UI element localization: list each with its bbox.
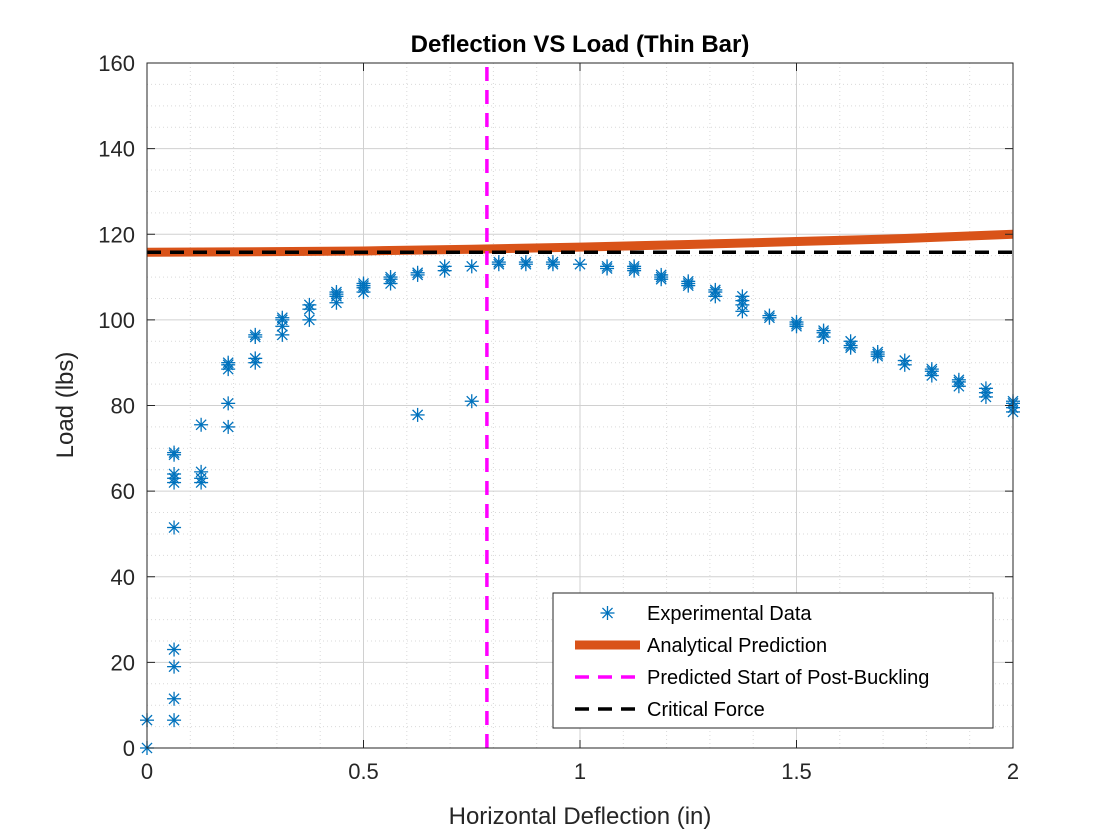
data-point <box>167 445 182 460</box>
data-point <box>167 713 182 728</box>
x-tick-label: 1 <box>574 759 586 784</box>
data-point <box>789 315 804 330</box>
data-point <box>167 691 182 706</box>
legend-entry-label: Analytical Prediction <box>647 635 827 657</box>
data-point <box>600 259 615 274</box>
y-tick-label: 160 <box>98 51 135 76</box>
data-point <box>383 270 398 285</box>
data-point <box>275 310 290 325</box>
y-tick-label: 140 <box>98 137 135 162</box>
legend-entry-label: Experimental Data <box>647 603 812 625</box>
x-axis-label: Horizontal Deflection (in) <box>449 803 712 830</box>
data-point <box>762 308 777 323</box>
x-tick-label: 0 <box>141 759 153 784</box>
axis-ticks <box>146 62 1014 749</box>
data-point <box>708 282 723 297</box>
data-point <box>410 265 425 280</box>
series-layer <box>140 63 1020 755</box>
legend-marker-experimental-data <box>600 606 615 620</box>
x-tick-label: 1.5 <box>781 759 812 784</box>
data-point <box>167 659 182 674</box>
data-point <box>464 394 479 409</box>
y-tick-label: 20 <box>111 650 135 675</box>
data-point <box>897 353 912 368</box>
data-point <box>329 285 344 300</box>
legend-entry-label: Critical Force <box>647 699 765 721</box>
legend-box <box>552 592 994 729</box>
data-point <box>194 464 209 479</box>
data-point <box>816 323 831 338</box>
y-tick-label: 60 <box>111 479 135 504</box>
data-point <box>437 259 452 274</box>
data-point <box>194 417 209 432</box>
data-point <box>167 642 182 657</box>
legend: Experimental Data Analytical Prediction Pr… <box>552 592 994 729</box>
data-point <box>924 362 939 377</box>
series-experimental-data <box>140 255 1020 755</box>
data-point <box>464 259 479 274</box>
data-point <box>221 396 236 411</box>
data-point <box>410 407 425 422</box>
y-tick-label: 120 <box>98 222 135 247</box>
data-point <box>221 419 236 434</box>
chart-title: Deflection VS Load (Thin Bar) <box>411 31 750 58</box>
data-point <box>248 351 263 366</box>
data-point <box>627 259 642 274</box>
data-point <box>167 520 182 535</box>
data-point <box>870 344 885 359</box>
data-point <box>356 276 371 291</box>
data-point <box>843 334 858 349</box>
data-point <box>573 257 587 272</box>
data-point <box>978 381 993 396</box>
data-point <box>167 467 182 481</box>
y-tick-label: 100 <box>98 308 135 333</box>
x-tick-label: 0.5 <box>348 759 379 784</box>
x-tick-label: 2 <box>1007 759 1019 784</box>
data-point <box>248 327 263 342</box>
data-point <box>735 289 750 304</box>
legend-entry-label: Predicted Start of Post-Buckling <box>647 667 929 689</box>
data-point <box>654 267 669 282</box>
data-point <box>951 372 966 387</box>
y-axis-label: Load (lbs) <box>52 352 79 459</box>
data-point <box>221 355 236 370</box>
data-point <box>681 274 696 289</box>
y-tick-label: 40 <box>111 565 135 590</box>
data-point <box>518 255 533 270</box>
data-point <box>302 297 317 312</box>
y-tick-label: 0 <box>123 736 135 761</box>
y-tick-label: 80 <box>111 394 135 419</box>
data-point <box>545 255 560 270</box>
data-point <box>491 255 506 270</box>
